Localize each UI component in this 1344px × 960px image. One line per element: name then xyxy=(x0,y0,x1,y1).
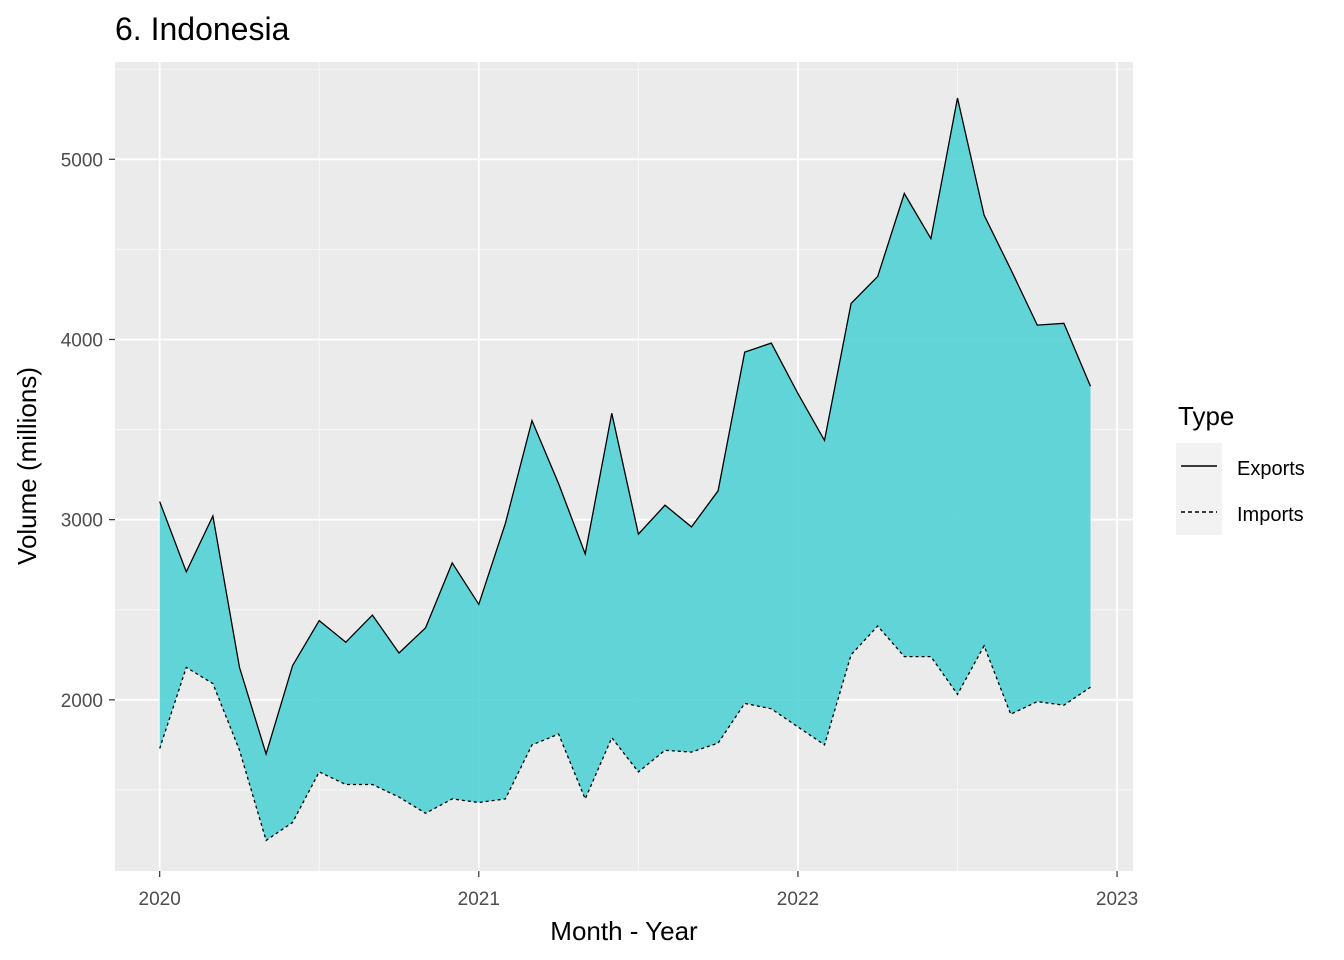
line-layer xyxy=(159,97,1092,842)
y-tick-label: 3000 xyxy=(61,511,103,532)
chart-title: 6. Indonesia xyxy=(115,11,290,47)
series-line-exports xyxy=(159,97,1092,757)
legend-title: Type xyxy=(1178,401,1234,431)
area-layer xyxy=(159,98,1091,841)
x-tick-label: 2021 xyxy=(458,889,500,910)
x-axis: 2020 2021 2022 2023 xyxy=(139,871,1138,910)
y-axis-title: Volume (millions) xyxy=(12,367,42,565)
y-tick-label: 2000 xyxy=(61,691,103,712)
ribbon-area xyxy=(159,98,1091,841)
x-tick-label: 2022 xyxy=(777,889,819,910)
legend-label-imports: Imports xyxy=(1237,504,1304,526)
series-line-imports xyxy=(159,625,1091,842)
y-tick-label: 5000 xyxy=(61,150,103,171)
legend: Type Exports Imports xyxy=(1176,401,1305,535)
x-tick-label: 2020 xyxy=(139,889,181,910)
y-axis: 2000 3000 4000 5000 xyxy=(61,150,115,712)
x-axis-title: Month - Year xyxy=(550,916,698,946)
x-tick-label: 2023 xyxy=(1096,889,1138,910)
legend-label-exports: Exports xyxy=(1237,458,1305,480)
y-tick-label: 4000 xyxy=(61,330,103,351)
